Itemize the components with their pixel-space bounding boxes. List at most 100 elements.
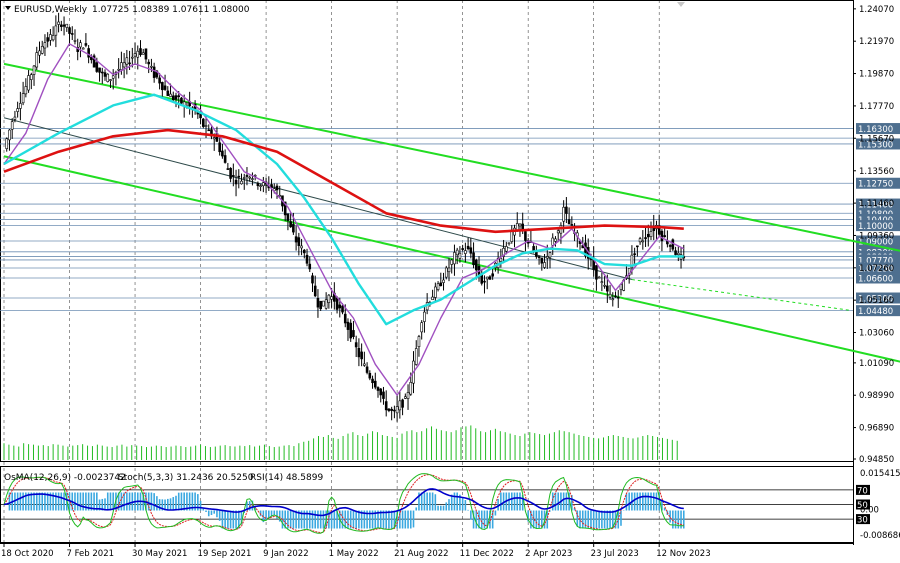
- candle-body: [524, 231, 527, 241]
- time-tick-label: 30 May 2021: [132, 549, 187, 559]
- candle-body: [343, 313, 347, 324]
- candle-body: [488, 276, 492, 280]
- candle-body: [218, 142, 221, 153]
- candle-body: [256, 182, 260, 187]
- candle-body: [357, 347, 361, 358]
- candle-body: [8, 129, 11, 141]
- candle-body: [316, 298, 320, 308]
- candle-body: [376, 387, 380, 391]
- candle-body: [434, 286, 437, 298]
- candle-body: [46, 37, 49, 42]
- candle-body: [141, 52, 145, 55]
- candle-body: [447, 267, 451, 273]
- candle-body: [305, 254, 309, 264]
- candle-body: [608, 293, 612, 298]
- candle-body: [674, 250, 677, 255]
- level-label-bg: [856, 235, 900, 247]
- level-label: 1.04480: [858, 307, 893, 317]
- candle-body: [371, 378, 374, 384]
- level-label-bg: [856, 272, 900, 284]
- osma-tick-label: -0.008686: [860, 531, 900, 541]
- candle-body: [324, 299, 328, 309]
- candle-body: [649, 231, 653, 237]
- candle-body: [663, 235, 666, 238]
- candle-body: [5, 138, 9, 149]
- level-label: 1.11400: [858, 201, 893, 211]
- price-tick-label: 1.15670: [859, 134, 894, 144]
- level-label-bg: [856, 254, 900, 266]
- candle-body: [349, 322, 353, 339]
- candle-body: [144, 48, 148, 60]
- candle-body: [311, 275, 314, 284]
- candle-body: [507, 242, 511, 245]
- candle-body: [300, 245, 303, 249]
- oscillator-level-bg: [856, 514, 870, 525]
- candle-body: [382, 391, 385, 399]
- time-tick-label: 9 Jan 2022: [263, 549, 309, 559]
- candle-body: [240, 180, 243, 185]
- candle-body: [322, 300, 325, 307]
- dropdown-triangle-icon[interactable]: [5, 6, 11, 10]
- candle-body: [166, 90, 170, 96]
- candle-body: [117, 68, 120, 71]
- candle-body: [338, 304, 342, 309]
- candle-body: [603, 284, 606, 287]
- candle-body: [174, 95, 178, 100]
- candle-body: [70, 33, 74, 35]
- candle-body: [474, 259, 478, 271]
- candle-body: [442, 279, 445, 283]
- candle-body: [226, 168, 230, 170]
- candle-body: [600, 281, 604, 283]
- candle-body: [395, 406, 399, 414]
- trend-line-extension: [631, 279, 851, 311]
- oscillator-level-label: 30: [857, 516, 868, 526]
- level-label-bg: [856, 207, 900, 219]
- price-tick-label: 1.21970: [859, 37, 894, 47]
- candle-body: [161, 82, 164, 91]
- level-label-bg: [856, 177, 900, 189]
- candle-body: [466, 245, 470, 250]
- candle-body: [62, 24, 66, 27]
- candle-body: [365, 366, 369, 373]
- candle-body: [221, 150, 224, 157]
- oscillator-level-label: 70: [857, 486, 868, 496]
- stoch-label: Stoch(5,3,3) 31.2436 20.5250: [118, 473, 254, 483]
- candle-body: [393, 409, 396, 412]
- candle-body: [313, 285, 317, 297]
- price-tick-label: 1.05160: [859, 296, 894, 306]
- candle-body: [384, 401, 388, 411]
- candle-body: [49, 34, 52, 41]
- candle-body: [677, 252, 680, 255]
- candle-body: [346, 321, 350, 330]
- level-label-bg: [856, 292, 900, 304]
- candle-body: [19, 103, 22, 109]
- candle-body: [122, 62, 126, 68]
- candle-body: [657, 225, 661, 235]
- shift-marker-icon[interactable]: [677, 2, 685, 7]
- candle-body: [641, 240, 645, 243]
- candle-body: [562, 206, 565, 222]
- candle-body: [453, 252, 456, 265]
- price-tick-label: 1.24070: [859, 5, 894, 15]
- candle-body: [398, 400, 402, 411]
- candle-body: [253, 174, 257, 177]
- candle-body: [136, 50, 140, 58]
- candle-body: [16, 108, 19, 112]
- candle-body: [111, 75, 115, 79]
- candle-body: [212, 137, 216, 140]
- candle-body: [131, 56, 134, 59]
- level-label-bg: [856, 138, 900, 150]
- candle-body: [133, 53, 137, 57]
- candle-body: [597, 276, 601, 279]
- level-label: 1.07770: [858, 256, 893, 266]
- time-tick-label: 21 Aug 2022: [394, 549, 448, 559]
- candle-body: [545, 256, 549, 259]
- level-label: 1.07250: [858, 264, 893, 274]
- candle-body: [414, 348, 418, 365]
- price-tick-label: 1.19870: [859, 70, 894, 80]
- level-label: 1.12750: [858, 180, 893, 190]
- time-tick-label: 1 May 2022: [329, 549, 379, 559]
- candle-body: [404, 396, 407, 399]
- candle-body: [180, 97, 183, 104]
